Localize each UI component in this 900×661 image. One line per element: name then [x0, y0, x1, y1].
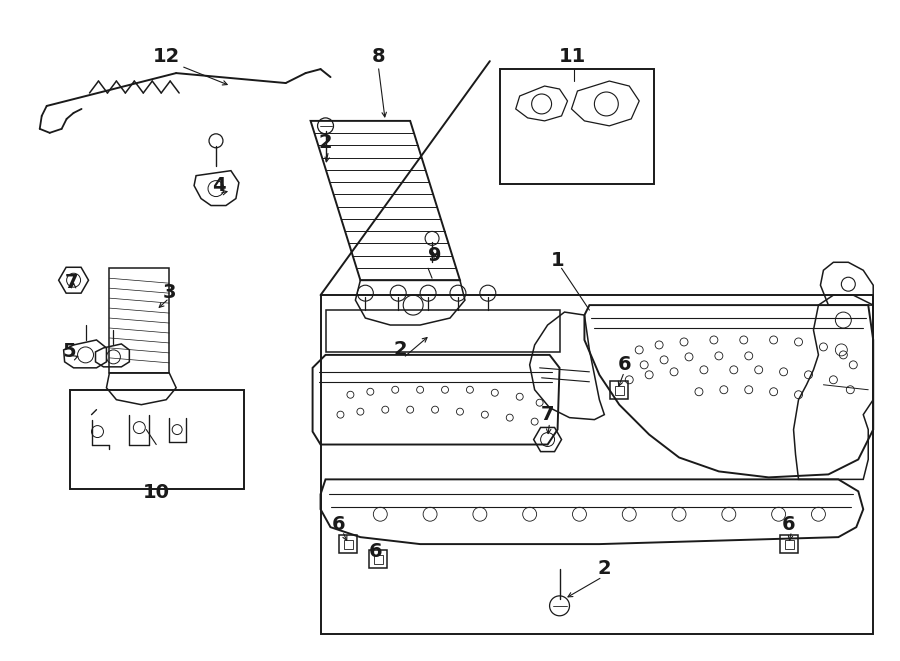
Bar	[110, 268, 169, 373]
Bar	[616, 386, 625, 395]
Bar	[345, 540, 354, 549]
Text: 10: 10	[143, 483, 170, 502]
Bar	[610, 381, 628, 399]
Text: 2: 2	[319, 134, 332, 152]
Text: 11: 11	[559, 47, 586, 65]
Text: 7: 7	[541, 405, 554, 424]
Text: 6: 6	[368, 541, 382, 561]
Bar	[369, 550, 387, 568]
Bar	[326, 310, 560, 352]
Text: 3: 3	[162, 283, 176, 301]
Text: 8: 8	[372, 47, 385, 65]
Text: 9: 9	[428, 246, 442, 265]
Text: 5: 5	[63, 342, 76, 362]
Text: 7: 7	[65, 273, 78, 292]
Bar	[339, 535, 357, 553]
Bar	[785, 540, 794, 549]
Text: 2: 2	[393, 340, 407, 360]
Text: 6: 6	[332, 515, 346, 533]
Text: 6: 6	[782, 515, 796, 533]
Text: 4: 4	[212, 176, 226, 195]
Bar	[374, 555, 383, 564]
Text: 12: 12	[153, 47, 180, 65]
Bar	[500, 69, 654, 184]
Bar	[320, 295, 873, 634]
Bar	[779, 535, 797, 553]
Bar	[69, 390, 244, 489]
Text: 6: 6	[617, 356, 631, 374]
Text: 2: 2	[598, 559, 611, 578]
Text: 1: 1	[551, 251, 564, 270]
